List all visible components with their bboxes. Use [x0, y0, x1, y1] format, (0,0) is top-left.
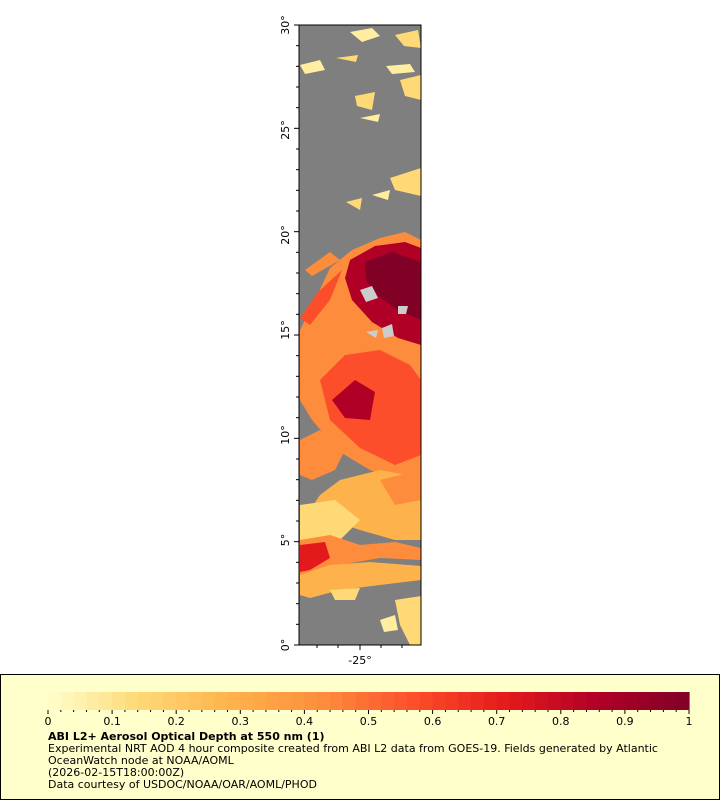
colorbar-cell [73, 692, 88, 710]
colorbar-cell [612, 692, 626, 710]
colorbar-cell [547, 692, 562, 710]
caption-line-4: Data courtesy of USDOC/NOAA/OAR/AOML/PHO… [48, 778, 317, 791]
caption-line-2: OceanWatch node at NOAA/AOML [48, 754, 234, 767]
colorbar-cell [112, 692, 126, 710]
colorbar-cell [60, 692, 75, 710]
latitude-axis [294, 24, 299, 646]
colorbar-cell [599, 692, 613, 710]
colorbar-cell [573, 692, 588, 710]
colorbar-cell [471, 692, 485, 710]
colorbar-cells [48, 692, 690, 710]
colorbar-cell [265, 692, 280, 710]
colorbar-cell [124, 692, 139, 710]
colorbar-cell [330, 692, 344, 710]
colorbar-cell [278, 692, 293, 710]
colorbar-cell [522, 692, 536, 710]
colorbar-cell [86, 692, 100, 710]
colorbar-cell [368, 692, 382, 710]
colorbar-tick-label: 0.2 [167, 715, 185, 728]
legend-panel: 0 0.1 0.2 0.3 0.4 0.5 0.6 0.7 0.8 0.9 1 ABI L2+ Ae… [0, 674, 720, 800]
colorbar-cell [535, 692, 549, 710]
lat-label-30: 30° [279, 15, 292, 35]
colorbar-tick-label: 0.9 [616, 715, 634, 728]
colorbar-cell [663, 692, 677, 710]
colorbar-cell [355, 692, 370, 710]
colorbar-cell [163, 692, 177, 710]
colorbar-tick-label: 0.4 [296, 715, 314, 728]
colorbar-cell [214, 692, 229, 710]
lat-label-25: 25° [279, 120, 292, 140]
colorbar-cell [445, 692, 459, 710]
caption-title: ABI L2+ Aerosol Optical Depth at 550 nm … [48, 730, 325, 743]
lat-label-15: 15° [279, 320, 292, 340]
colorbar-cell [483, 692, 498, 710]
aod-map[interactable]: 0° 5° 10° 15° 20° 25° 30° -25° [0, 0, 720, 672]
colorbar-cell [201, 692, 216, 710]
colorbar-cell [406, 692, 421, 710]
colorbar-cell [458, 692, 472, 710]
colorbar-tick-label: 0.5 [360, 715, 378, 728]
lon-label-minus25: -25° [348, 654, 371, 667]
colorbar-cell [650, 692, 664, 710]
colorbar-cell [509, 692, 523, 710]
colorbar-cell [304, 692, 318, 710]
colorbar-tick-label: 0 [45, 715, 52, 728]
colorbar-cell [137, 692, 152, 710]
colorbar-cell [676, 692, 690, 710]
colorbar-cell [624, 692, 639, 710]
lat-label-10: 10° [279, 425, 292, 445]
colorbar-cell [291, 692, 305, 710]
map-area: 0° 5° 10° 15° 20° 25° 30° -25° [0, 0, 720, 672]
caption-line-1: Experimental NRT AOD 4 hour composite cr… [48, 742, 658, 755]
colorbar-cell [317, 692, 331, 710]
lat-label-20: 20° [279, 225, 292, 245]
longitude-axis [316, 645, 403, 650]
colorbar-cell [560, 692, 575, 710]
colorbar-cell [176, 692, 190, 710]
colorbar-cell [496, 692, 511, 710]
colorbar-cell [586, 692, 600, 710]
colorbar-cell [419, 692, 434, 710]
colorbar-cell [637, 692, 652, 710]
caption-line-3: (2026-02-15T18:00:00Z) [48, 766, 185, 779]
colorbar-cell [253, 692, 267, 710]
colorbar-cell [189, 692, 203, 710]
colorbar-ticks [47, 710, 690, 714]
colorbar-cell [381, 692, 395, 710]
colorbar-tick-label: 0.6 [424, 715, 442, 728]
colorbar-cell [48, 692, 62, 710]
colorbar-tick-label: 1 [686, 715, 693, 728]
colorbar-cell [240, 692, 254, 710]
lat-label-0: 0° [279, 639, 292, 652]
colorbar-tick-label: 0.7 [488, 715, 506, 728]
caption: ABI L2+ Aerosol Optical Depth at 550 nm … [48, 731, 688, 791]
colorbar-cell [99, 692, 113, 710]
aerosol-field [300, 28, 421, 645]
colorbar-tick-label: 0.8 [552, 715, 570, 728]
colorbar-cell [342, 692, 357, 710]
colorbar-cell [227, 692, 241, 710]
colorbar-cell [432, 692, 447, 710]
colorbar-tick-label: 0.1 [103, 715, 121, 728]
colorbar-cell [150, 692, 164, 710]
colorbar-tick-label: 0.3 [232, 715, 250, 728]
colorbar-cell [394, 692, 408, 710]
lat-label-5: 5° [279, 534, 292, 547]
colorbar-labels: 0 0.1 0.2 0.3 0.4 0.5 0.6 0.7 0.8 0.9 1 [45, 715, 693, 728]
colorbar: 0 0.1 0.2 0.3 0.4 0.5 0.6 0.7 0.8 0.9 1 [45, 692, 693, 728]
